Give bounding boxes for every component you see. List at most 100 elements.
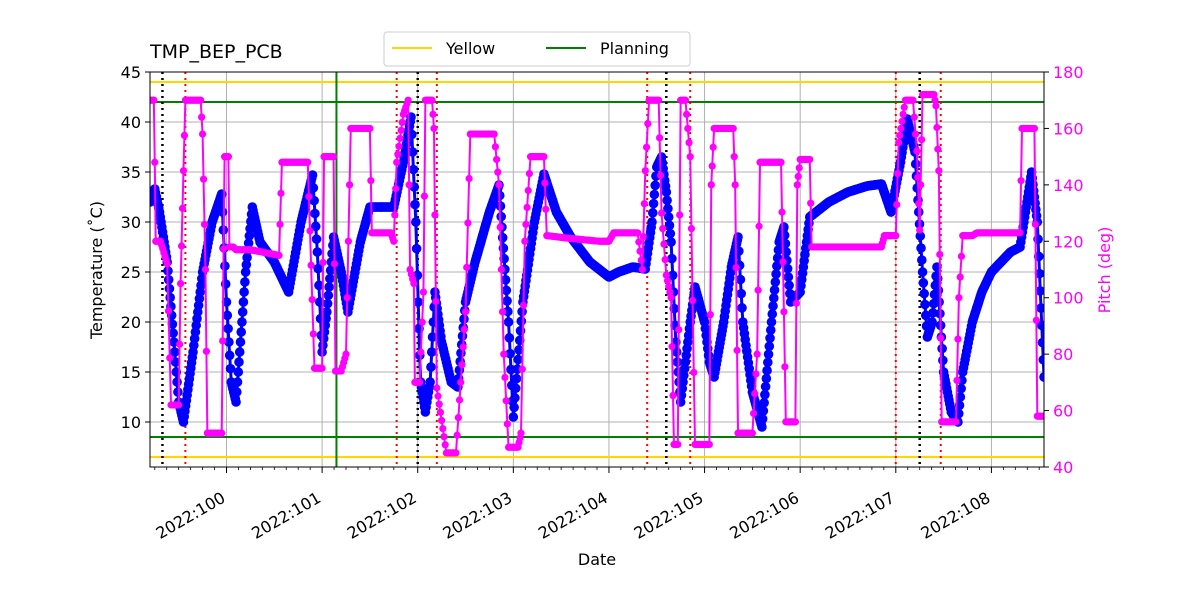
pitch-point [753,350,761,358]
temperature-point [765,333,775,343]
temperature-point [234,357,244,367]
temperature-point [322,307,332,317]
pitch-point [936,250,944,259]
temperature-point [1034,268,1044,279]
temperature-point [223,323,233,334]
pitch-point [519,301,528,309]
temperature-point [236,327,247,337]
pitch-point [430,124,438,133]
temperature-point [173,387,183,397]
temperature-point [765,325,776,335]
pitch-point [391,211,399,219]
pitch-point [465,174,473,183]
pitch-point [405,181,413,189]
pitch-point [180,131,189,140]
temperature-point [504,333,515,343]
y-tick-label: 15 [121,363,141,382]
pitch-point [305,193,313,201]
temperature-point [217,207,228,217]
temperature-point [314,280,324,291]
pitch-point [705,440,713,449]
pitch-point [955,294,963,302]
y2-tick-label: 180 [1053,63,1084,82]
pitch-point [431,211,439,219]
pitch-point [417,348,425,356]
legend-label-yellow: Yellow [445,39,495,58]
pitch-point [434,392,442,400]
temperature-point [311,234,322,244]
pitch-point [496,223,504,231]
pitch-point [935,167,943,175]
temperature-point [661,187,672,197]
pitch-point [780,308,788,316]
pitch-point [494,168,502,176]
pitch-point [749,409,758,417]
temperature-point [917,255,927,265]
pitch-point [404,96,412,104]
temperature-point [772,261,782,271]
pitch-point [441,441,449,449]
temperature-point [937,343,947,354]
temperature-point [237,307,248,317]
temperature-point [242,252,252,263]
pitch-point [779,258,787,266]
pitch-point [439,424,447,433]
pitch-point [707,181,715,189]
temperature-point [763,349,774,360]
pitch-point [419,288,428,296]
temperature-point [427,332,438,342]
temperature-point [411,217,421,227]
pitch-point [681,96,690,104]
pitch-point [778,208,786,216]
pitch-point [330,260,339,268]
pitch-point [493,155,501,164]
temperature-point [1036,303,1044,313]
temperature-point [667,270,678,281]
temperature-point [170,357,181,367]
temperature-point [510,393,520,403]
pitch-point [689,296,697,305]
pitch-point [675,326,683,334]
temperature-point [513,354,523,365]
temperature-point [927,317,937,327]
pitch-point [683,110,691,118]
pitch-point [176,340,184,348]
pitch-point [898,117,906,125]
pitch-point [729,124,737,133]
pitch-point [930,90,938,99]
temperature-point [496,211,507,222]
y2-tick-label: 160 [1053,119,1084,138]
temperature-point [938,355,948,366]
temperature-point [915,231,926,241]
temperature-point [310,208,320,219]
pitch-point [198,130,207,138]
pitch-point [395,142,403,150]
pitch-point [463,263,471,271]
temperature-point [426,362,436,372]
temperature-point [667,253,677,264]
temperature-point [514,345,524,355]
pitch-point [308,295,316,304]
temperature-point [735,274,746,285]
temperature-point [164,283,175,294]
pitch-point [176,280,185,288]
pitch-point [909,96,917,104]
pitch-point [674,440,682,449]
temperature-point [736,288,747,299]
pitch-point [503,420,511,428]
temperature-point [322,298,333,309]
pitch-point [957,252,966,260]
pitch-point [914,173,922,181]
pitch-point [917,181,925,189]
pitch-point [342,350,350,358]
y-tick-label: 10 [121,413,141,432]
pitch-point [687,224,696,233]
pitch-point [436,408,445,416]
pitch-point [276,220,284,228]
pitch-point [662,271,670,279]
temperature-point [928,308,938,318]
chart-title: TMP_BEP_PCB [149,41,283,63]
pitch-point [438,416,446,425]
pitch-point [1032,316,1040,324]
y2-tick-label: 140 [1053,176,1084,195]
